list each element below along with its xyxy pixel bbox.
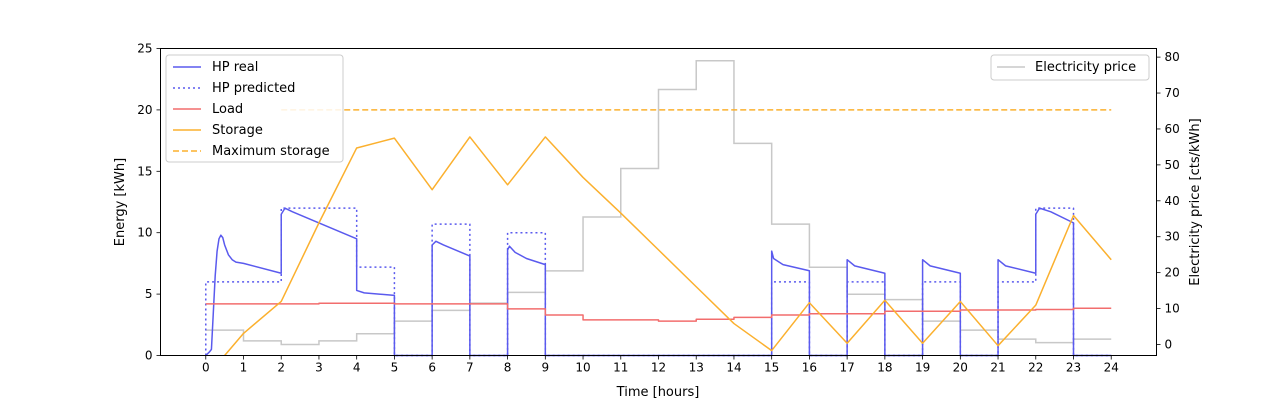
- x-tick-label: 23: [1066, 361, 1081, 375]
- x-tick-label: 6: [428, 361, 436, 375]
- series-line-storage: [224, 136, 1112, 356]
- y2-tick-label: 50: [1165, 158, 1180, 172]
- x-tick-label: 17: [839, 361, 854, 375]
- x-tick-label: 19: [915, 361, 930, 375]
- y-tick-label: 5: [145, 287, 153, 301]
- x-axis-label: Time [hours]: [616, 385, 700, 400]
- x-tick-label: 4: [353, 361, 361, 375]
- y2-tick-label: 80: [1165, 50, 1180, 64]
- energy-series: [205, 109, 1112, 357]
- y-tick-label: 0: [145, 349, 153, 363]
- x-axis-ticks: 0 1 2 3 4 5 6 7 8 9 10 11 12 13 14 15 16 17 18 19 20 21 22 23 24: [202, 355, 1119, 375]
- x-tick-label: 7: [466, 361, 474, 375]
- x-tick-label: 13: [689, 361, 704, 375]
- legend-label: HP real: [212, 60, 258, 75]
- y2-tick-label: 40: [1165, 194, 1180, 208]
- legend-label: Load: [212, 102, 243, 117]
- legend-right: Electricity price: [990, 54, 1150, 81]
- x-tick-label: 10: [575, 361, 590, 375]
- legend-label: Maximum storage: [212, 144, 330, 159]
- y-tick-label: 20: [137, 103, 152, 117]
- y2-tick-label: 30: [1165, 230, 1180, 244]
- x-tick-label: 21: [990, 361, 1005, 375]
- x-tick-label: 3: [315, 361, 323, 375]
- x-tick-label: 1: [240, 361, 248, 375]
- y-tick-label: 25: [137, 42, 152, 56]
- x-tick-label: 2: [277, 361, 285, 375]
- legend-left: HP real HP predicted Load Storage Maximum st…: [165, 54, 344, 163]
- y2-tick-label: 20: [1165, 266, 1180, 280]
- y-axis-label: Energy [kWh]: [113, 158, 128, 246]
- legend-label: Electricity price: [1035, 60, 1136, 75]
- x-tick-label: 0: [202, 361, 210, 375]
- x-tick-label: 24: [1104, 361, 1119, 375]
- y2-tick-label: 0: [1165, 337, 1173, 351]
- y-tick-label: 10: [137, 226, 152, 240]
- y2-tick-label: 10: [1165, 302, 1180, 316]
- y-axis-ticks: 0 5 10 15 20 25: [137, 42, 161, 363]
- series-line-load: [205, 302, 1112, 322]
- y2-tick-label: 60: [1165, 122, 1180, 136]
- y2-axis-ticks: 0 10 20 30 40 50 60 70 80: [1156, 50, 1180, 351]
- legend-label: Storage: [212, 123, 263, 138]
- x-tick-label: 9: [541, 361, 549, 375]
- x-tick-label: 15: [764, 361, 779, 375]
- series-line-hp-real: [205, 207, 1112, 357]
- x-tick-label: 8: [504, 361, 512, 375]
- y-tick-label: 15: [137, 164, 152, 178]
- x-tick-label: 11: [613, 361, 628, 375]
- x-tick-label: 16: [802, 361, 817, 375]
- x-tick-label: 14: [726, 361, 741, 375]
- x-tick-label: 5: [391, 361, 399, 375]
- x-tick-label: 20: [953, 361, 968, 375]
- legend-label: HP predicted: [212, 81, 295, 96]
- y2-axis-label: Electricity price [cts/kWh]: [1188, 118, 1203, 285]
- x-tick-label: 18: [877, 361, 892, 375]
- x-tick-label: 22: [1028, 361, 1043, 375]
- x-tick-label: 12: [651, 361, 666, 375]
- y2-tick-label: 70: [1165, 86, 1180, 100]
